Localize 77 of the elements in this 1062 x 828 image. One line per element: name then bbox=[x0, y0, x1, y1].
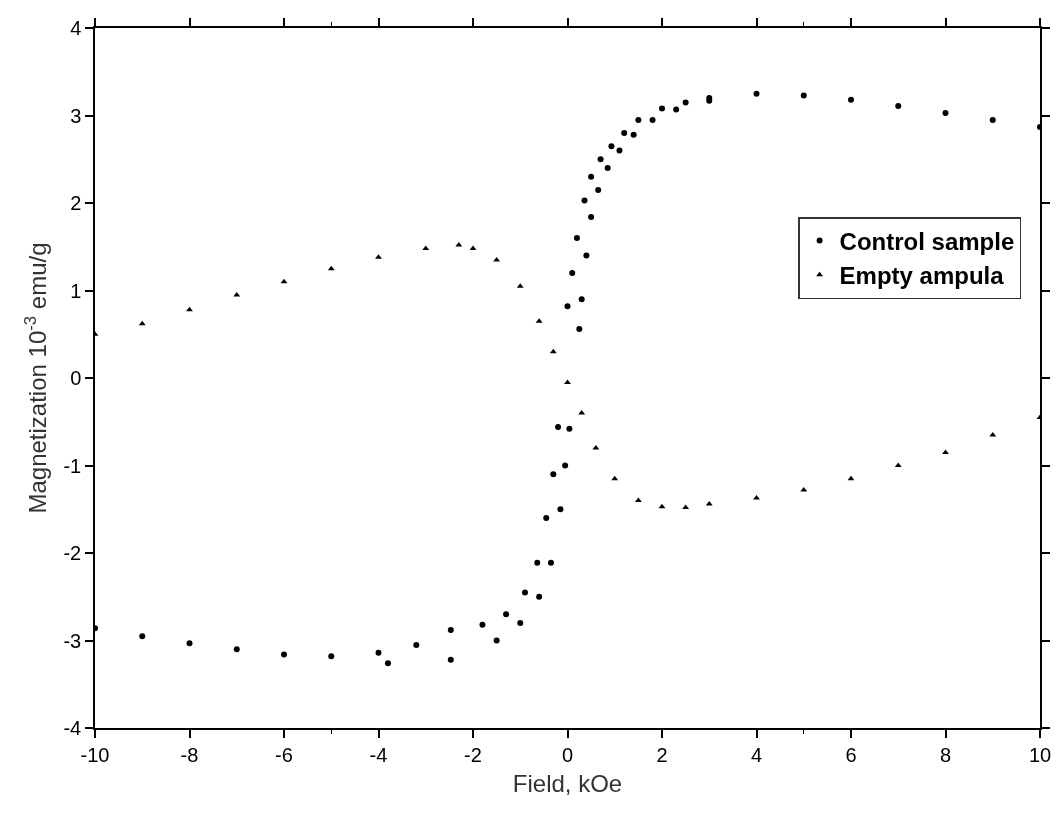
point bbox=[569, 270, 576, 276]
x-tick-label: 2 bbox=[656, 743, 668, 766]
point bbox=[608, 143, 615, 150]
point bbox=[557, 506, 564, 513]
x-tick-label: 10 bbox=[1028, 743, 1052, 766]
x-tick-label: 8 bbox=[939, 743, 952, 766]
legend-label: Control sample bbox=[839, 227, 1015, 255]
point bbox=[564, 303, 571, 310]
point bbox=[384, 660, 391, 667]
x-tick-label: 6 bbox=[845, 743, 857, 766]
point bbox=[576, 326, 583, 332]
point bbox=[848, 96, 854, 103]
point bbox=[375, 254, 382, 259]
point bbox=[186, 640, 193, 647]
x-tick-label: 0 bbox=[561, 743, 574, 766]
point bbox=[547, 559, 554, 566]
point bbox=[942, 449, 949, 454]
x-tick-label: -6 bbox=[275, 743, 293, 766]
point bbox=[564, 379, 571, 384]
point bbox=[139, 633, 146, 640]
point bbox=[942, 109, 949, 116]
point bbox=[517, 620, 524, 626]
point bbox=[281, 651, 287, 658]
point bbox=[555, 424, 562, 430]
x-tick-label: -4 bbox=[369, 743, 388, 766]
point bbox=[659, 105, 665, 112]
x-tick-label: 4 bbox=[750, 743, 763, 766]
point bbox=[550, 471, 557, 478]
legend-label: Empty ampula bbox=[839, 262, 1005, 290]
y-tick-label: -3 bbox=[63, 629, 82, 652]
point bbox=[673, 106, 680, 113]
y-tick-label: -2 bbox=[63, 542, 82, 564]
y-tick-label: 1 bbox=[70, 279, 82, 302]
point bbox=[578, 296, 585, 303]
y-tick-label: 3 bbox=[70, 104, 82, 127]
x-tick-label: -10 bbox=[80, 743, 110, 766]
point bbox=[588, 214, 595, 220]
point bbox=[566, 425, 573, 432]
point bbox=[536, 593, 543, 600]
point bbox=[581, 197, 588, 204]
point bbox=[635, 116, 642, 123]
point bbox=[375, 649, 382, 656]
point bbox=[895, 102, 902, 109]
point bbox=[595, 186, 602, 193]
y-tick-label: 0 bbox=[70, 367, 82, 389]
point bbox=[604, 165, 611, 171]
point bbox=[573, 235, 580, 241]
point bbox=[588, 173, 595, 180]
point bbox=[630, 131, 637, 138]
point bbox=[562, 462, 569, 469]
point bbox=[543, 515, 550, 521]
point bbox=[800, 92, 807, 99]
point bbox=[447, 627, 454, 633]
x-tick-label: -8 bbox=[180, 743, 199, 766]
point bbox=[328, 653, 335, 660]
point bbox=[649, 116, 656, 123]
point bbox=[447, 656, 454, 663]
point bbox=[534, 559, 541, 566]
point bbox=[413, 641, 420, 648]
point bbox=[616, 147, 623, 154]
point bbox=[503, 611, 510, 618]
y-tick-label: 4 bbox=[70, 17, 82, 39]
point bbox=[597, 156, 604, 163]
point bbox=[583, 252, 590, 259]
point bbox=[521, 589, 528, 596]
x-axis-title: Field, kOe bbox=[512, 769, 623, 797]
point bbox=[753, 90, 760, 97]
y-tick-label: 2 bbox=[70, 192, 82, 214]
point bbox=[479, 621, 486, 628]
point bbox=[621, 130, 628, 136]
point bbox=[989, 116, 996, 123]
y-tick-label: -4 bbox=[63, 717, 82, 739]
point bbox=[233, 646, 240, 653]
y-tick-label: -1 bbox=[63, 454, 82, 477]
x-tick-label: -2 bbox=[464, 743, 482, 766]
point bbox=[682, 99, 689, 106]
point bbox=[493, 637, 500, 644]
